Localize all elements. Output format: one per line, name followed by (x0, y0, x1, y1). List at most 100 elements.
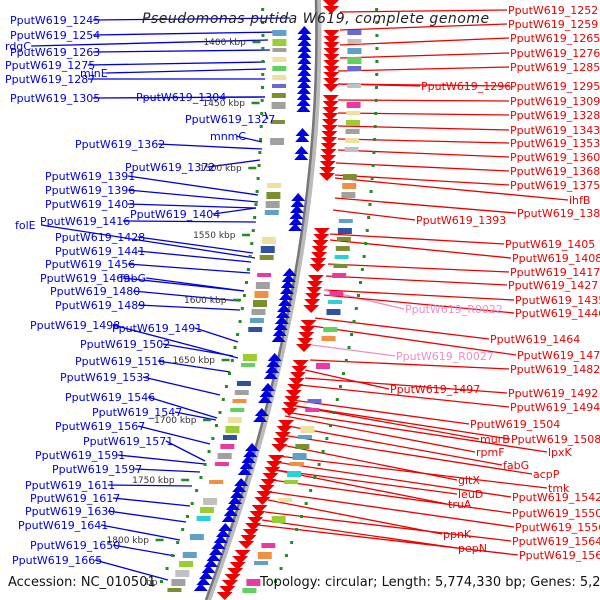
gene-label-forward[interactable]: PputW619_1491 (112, 322, 202, 335)
gene-label-reverse[interactable]: PputW619_1393 (416, 214, 506, 227)
gene-label-reverse[interactable]: PputW619_1388 (517, 207, 600, 220)
gene-label-reverse[interactable]: PputW619_1296 (421, 80, 511, 93)
gene-label-reverse[interactable]: PputW619_1417 (510, 266, 600, 279)
gene-label-forward[interactable]: PputW619_1396 (45, 184, 135, 197)
gene-label-forward[interactable]: PputW619_1416 (40, 215, 130, 228)
gene-label-forward[interactable]: PputW619_1304 (136, 91, 226, 104)
gene-label-forward[interactable]: PputW619_1362 (75, 138, 165, 151)
gene-label-reverse[interactable]: PputW619_1295 (510, 80, 600, 93)
gene-label-forward[interactable]: PputW619_1245 (10, 14, 100, 27)
gene-label-reverse[interactable]: rpmF (476, 446, 505, 459)
gene-label-forward[interactable]: PputW619_1287 (5, 73, 95, 86)
gene-label-reverse[interactable]: pepN (458, 542, 487, 555)
gene-label-forward[interactable]: PputW619_1469 (40, 272, 130, 285)
gene-label-forward[interactable]: PputW619_1404 (130, 208, 220, 221)
gene-label-reverse[interactable]: PputW619_1504 (470, 418, 560, 431)
cog-box (328, 300, 342, 304)
gene-label-forward[interactable]: fabG (120, 272, 146, 285)
gene-label-forward[interactable]: PputW619_1327 (185, 113, 275, 126)
gene-label-forward[interactable]: PputW619_1630 (25, 505, 115, 518)
gene-label-forward[interactable]: PputW619_1665 (12, 554, 102, 567)
gene-label-forward[interactable]: PputW619_1597 (52, 463, 142, 476)
gene-label-reverse[interactable]: lpxK (548, 446, 573, 459)
gene-label-reverse[interactable]: PputW619_1408 (512, 252, 600, 265)
tick-dot (321, 450, 325, 453)
gene-label-forward[interactable]: PputW619_1489 (55, 299, 145, 312)
gene-label-reverse[interactable]: PputW619_1252 (508, 4, 598, 17)
gene-label-reverse[interactable]: PputW619_1405 (505, 238, 595, 251)
gene-label-reverse[interactable]: PputW619_1285 (510, 61, 600, 74)
gene-label-reverse[interactable]: PputW619_1550 (512, 507, 600, 520)
gene-label-reverse[interactable]: PputW619_R0022 (405, 303, 503, 316)
gene-label-forward[interactable]: PputW619_1263 (10, 46, 100, 59)
gene-label-forward[interactable]: PputW619_1254 (10, 29, 100, 42)
gene-label-forward[interactable]: PputW619_1441 (55, 245, 145, 258)
gene-label-forward[interactable]: PputW619_1275 (5, 59, 95, 72)
gene-label-reverse[interactable]: PputW619_R0027 (396, 350, 494, 363)
gene-label-forward[interactable]: PputW619_1498 (30, 319, 120, 332)
gene-label-reverse[interactable]: murB (480, 433, 510, 446)
gene-label-reverse[interactable]: leuD (458, 488, 483, 501)
gene-label-reverse[interactable]: ihfB (569, 194, 590, 207)
gene-label-reverse[interactable]: PputW619_1265 (510, 32, 600, 45)
gene-label-reverse[interactable]: acpP (533, 468, 560, 481)
gene-label-forward[interactable]: rdgC (5, 40, 31, 53)
gene-label-reverse[interactable]: PputW619_1564 (512, 535, 600, 548)
gene-label-forward[interactable]: PputW619_1516 (75, 355, 165, 368)
gene-label-reverse[interactable]: PputW619_1435 (515, 294, 600, 307)
gene-label-reverse[interactable]: PputW619_1494 (510, 401, 600, 414)
gene-label-reverse[interactable]: gltX (458, 474, 480, 487)
gene-label-reverse[interactable]: PputW619_1309 (510, 95, 600, 108)
gene-label-reverse[interactable]: PputW619_1446 (515, 307, 600, 320)
gene-label-forward[interactable]: PputW619_1428 (55, 231, 145, 244)
gene-label-forward[interactable]: PputW619_1533 (60, 371, 150, 384)
gene-label-reverse[interactable]: PputW619_1542 (512, 491, 600, 504)
gene-label-reverse[interactable]: PputW619_1497 (390, 383, 480, 396)
tick-dot (253, 216, 257, 219)
gene-label-forward[interactable]: PputW619_1617 (30, 492, 120, 505)
forward-gene-arrow (291, 193, 306, 201)
gene-label-reverse[interactable]: PputW619_1556 (515, 521, 600, 534)
gene-label-reverse[interactable]: PputW619_1569 (519, 549, 600, 562)
gene-label-reverse[interactable]: truA (448, 498, 472, 511)
gene-label-reverse[interactable]: PputW619_1464 (490, 333, 580, 346)
gene-label-reverse[interactable]: PputW619_1482 (510, 363, 600, 376)
gene-label-reverse[interactable]: PputW619_1375 (510, 179, 600, 192)
gene-label-forward[interactable]: PputW619_1546 (65, 391, 155, 404)
gene-label-forward[interactable]: PputW619_1372 (125, 161, 215, 174)
cog-box (347, 84, 362, 88)
gene-label-reverse[interactable]: PputW619_1353 (510, 137, 600, 150)
gene-label-forward[interactable]: PputW619_1650 (30, 539, 120, 552)
cog-box (345, 129, 360, 134)
gene-label-reverse[interactable]: PputW619_1328 (510, 109, 600, 122)
gene-label-forward[interactable]: minE (80, 67, 108, 80)
gene-label-forward[interactable]: PputW619_1611 (25, 479, 115, 492)
gene-label-forward[interactable]: PputW619_1480 (50, 285, 140, 298)
gene-label-forward[interactable]: PputW619_1567 (55, 420, 145, 433)
gene-label-forward[interactable]: PputW619_1403 (45, 198, 135, 211)
gene-label-forward[interactable]: PputW619_1456 (45, 258, 135, 271)
gene-label-forward[interactable]: mnmC (210, 130, 246, 143)
gene-label-forward[interactable]: PputW619_1502 (80, 338, 170, 351)
gene-label-forward[interactable]: PputW619_1571 (83, 435, 173, 448)
gene-label-reverse[interactable]: tmk (548, 482, 570, 495)
gene-label-reverse[interactable]: PputW619_1343 (510, 124, 600, 137)
gene-label-reverse[interactable]: PputW619_1472 (517, 349, 600, 362)
gene-label-forward[interactable]: folE (15, 219, 36, 232)
gene-label-reverse[interactable]: PputW619_1508 (511, 433, 600, 446)
gene-label-reverse[interactable]: PputW619_1492 (508, 387, 598, 400)
gene-label-forward[interactable]: PputW619_1547 (92, 406, 182, 419)
gene-label-reverse[interactable]: PputW619_1368 (510, 165, 600, 178)
gene-label-forward[interactable]: PputW619_1305 (10, 92, 100, 105)
gene-label-forward[interactable]: PputW619_1641 (18, 519, 108, 532)
gene-label-forward[interactable]: PputW619_1591 (35, 449, 125, 462)
gene-label-reverse[interactable]: PputW619_1360 (510, 151, 600, 164)
gene-label-forward[interactable]: PputW619_1391 (45, 170, 135, 183)
gene-label-reverse[interactable]: fabG (503, 459, 529, 472)
connector-line (264, 111, 269, 120)
gene-label-reverse[interactable]: PputW619_1276 (510, 47, 600, 60)
gene-label-reverse[interactable]: PputW619_1259 (508, 18, 598, 31)
gene-label-reverse[interactable]: PputW619_1427 (508, 279, 598, 292)
gene-label-reverse[interactable]: ppnK (443, 528, 472, 541)
forward-gene-arrow (206, 553, 221, 561)
